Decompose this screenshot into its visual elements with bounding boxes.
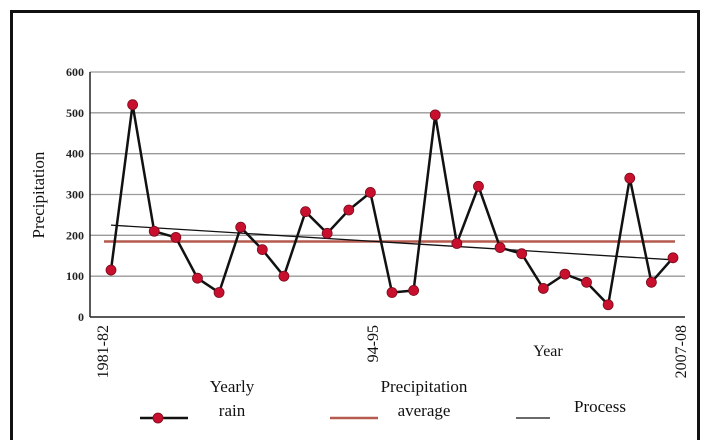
yearly-rain-point: [451, 238, 463, 249]
yearly-rain-point: [624, 172, 636, 184]
yearly-rain-point: [105, 264, 117, 276]
x-tick-label: 1981-82: [95, 325, 112, 378]
yearly-rain-point: [213, 287, 225, 298]
legend-label: average: [398, 401, 451, 420]
yearly-rain-point: [645, 276, 657, 288]
y-axis-ticks: 0 100 200 300 400 500 600: [66, 65, 84, 324]
series-lines: [104, 104, 675, 308]
yearly-rain-point: [170, 231, 182, 243]
yearly-rain-point: [235, 221, 247, 233]
legend-label: rain: [219, 401, 246, 420]
y-tick-label: 600: [66, 65, 84, 79]
yearly-rain-point: [408, 285, 420, 296]
yearly-rain-point: [321, 227, 333, 239]
x-tick-label: 94-95: [365, 325, 382, 362]
y-tick-label: 300: [66, 188, 84, 202]
y-tick-label: 400: [66, 147, 84, 161]
x-tick-label: 2007-08: [673, 325, 690, 378]
y-tick-label: 100: [66, 269, 84, 283]
x-axis-ticks: 1981-82 94-95 2007-08: [95, 325, 690, 378]
yearly-rain-point: [127, 99, 139, 111]
chart-frame: [10, 10, 700, 440]
yearly-rain-point: [192, 272, 203, 284]
yearly-rain-point: [300, 206, 311, 218]
yearly-rain-point: [386, 287, 398, 298]
yearly-rain-point: [667, 252, 679, 264]
legend-label: Yearly: [210, 377, 255, 396]
legend-rain-swatch-marker: [152, 412, 164, 424]
y-axis-label: Precipitation: [29, 151, 48, 238]
legend-label: Precipitation: [381, 377, 468, 396]
yearly-rain-point: [148, 225, 160, 237]
yearly-rain-point: [581, 276, 592, 288]
yearly-rain-point: [278, 270, 290, 282]
yearly-rain-point: [559, 268, 571, 280]
yearly-rain-point: [516, 248, 528, 260]
yearly-rain-point: [364, 187, 376, 198]
y-tick-label: 500: [66, 106, 84, 120]
yearly-rain-point: [256, 244, 268, 256]
y-tick-label: 0: [78, 310, 84, 324]
yearly-rain-point: [494, 242, 506, 253]
yearly-rain-point: [343, 204, 355, 216]
yearly-rain-point: [537, 283, 549, 294]
process-trend-line: [110, 224, 674, 261]
legend: Yearly rain Precipitation average Process: [140, 377, 626, 424]
y-tick-label: 200: [66, 228, 84, 242]
yearly-rain-point: [429, 109, 441, 121]
yearly-rain-point: [473, 180, 484, 192]
yearly-rain-point: [602, 299, 614, 311]
legend-label: Process: [574, 397, 626, 416]
data-points: [105, 99, 679, 311]
x-axis-label: Year: [533, 343, 563, 360]
